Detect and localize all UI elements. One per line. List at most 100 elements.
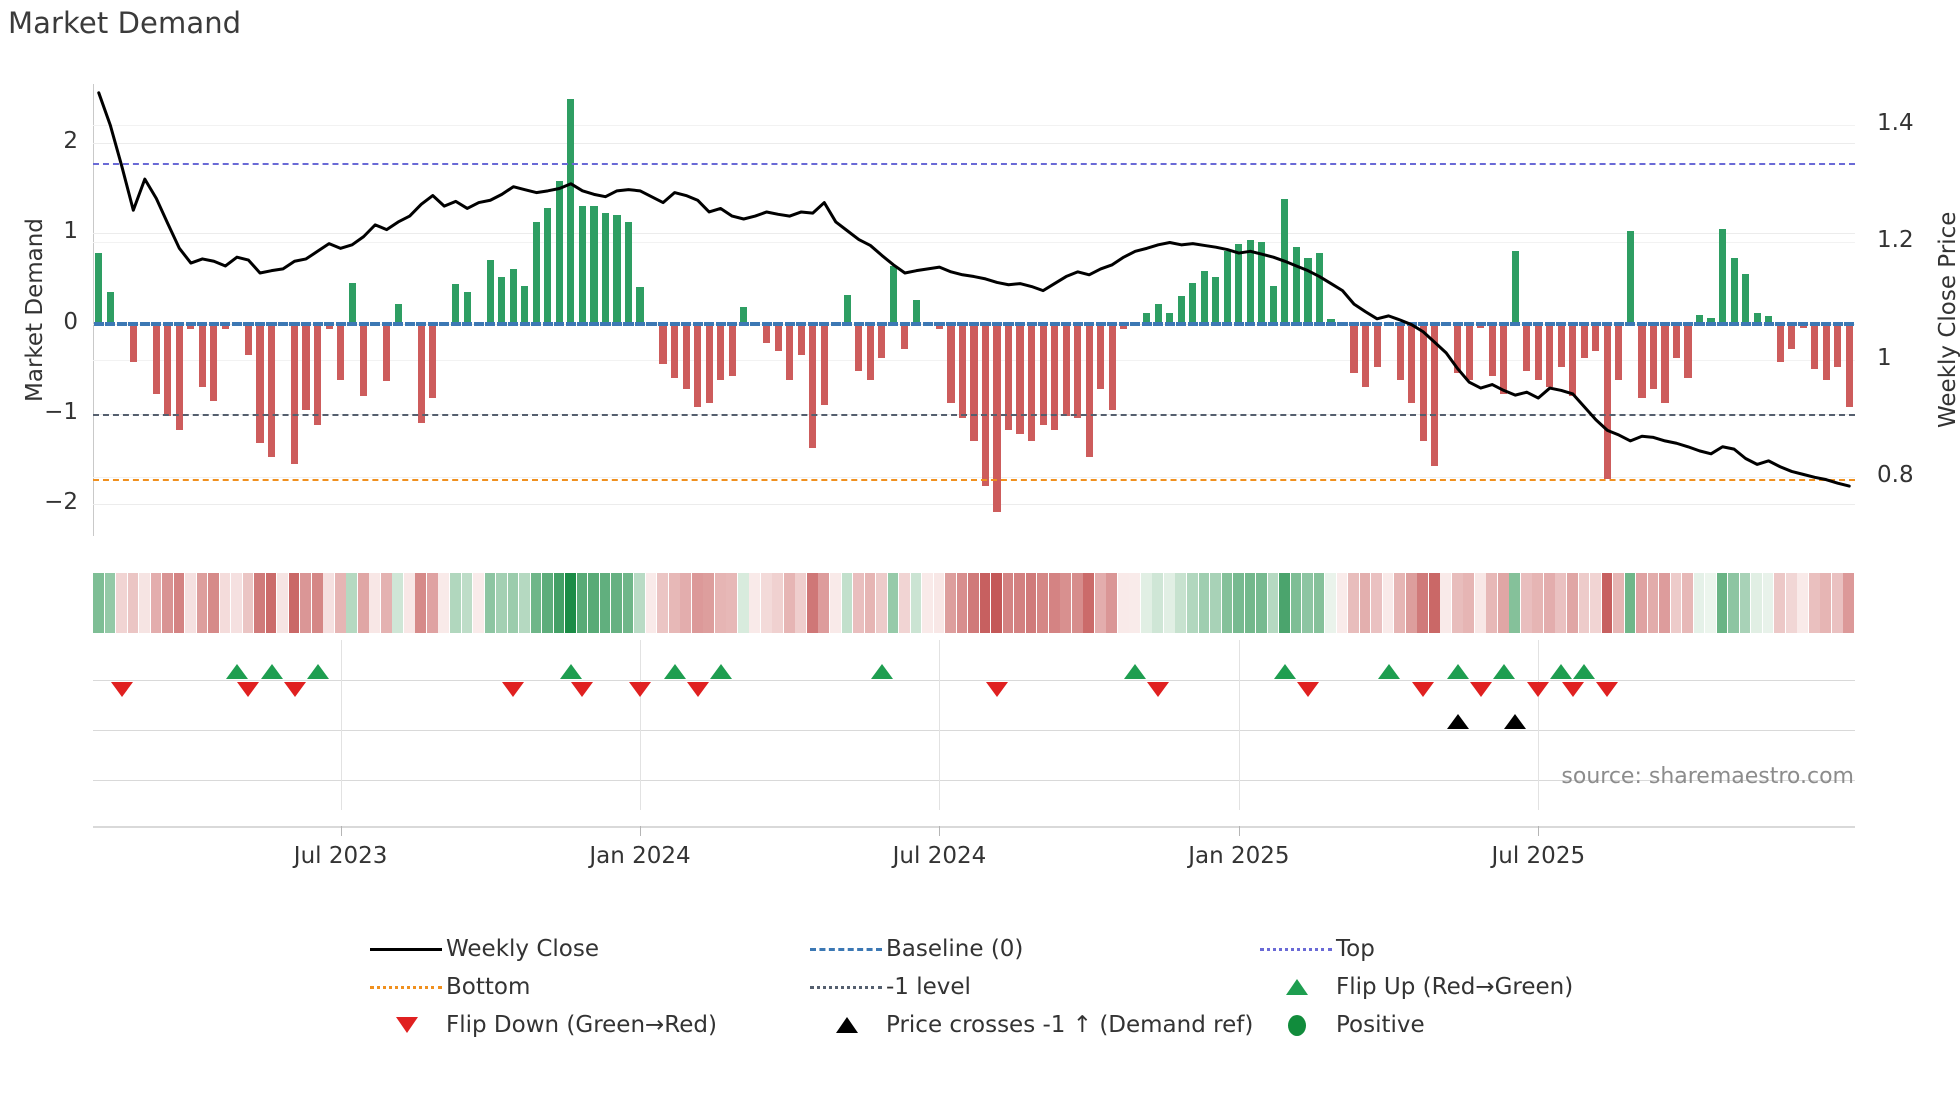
demand-bar [1534,323,1542,380]
demand-heat-strip [93,573,1855,633]
demand-bar [1189,282,1197,324]
heat-cell [1371,573,1382,633]
demand-bar [843,294,851,324]
dashed-line-icon [810,930,886,968]
demand-bar [1327,319,1335,324]
demand-bar [532,222,540,324]
baseline-cap [1775,321,1786,326]
heat-cell [334,573,346,633]
demand-bar [578,206,586,324]
heat-cell [162,573,173,633]
heat-cell [104,573,116,633]
heat-cell [1532,573,1544,633]
baseline-cap [1579,321,1590,326]
heat-cell [1348,573,1359,633]
heat-cell [288,573,300,633]
legend-item[interactable]: Flip Up (Red→Green) [1260,968,1660,1006]
heat-cell [576,573,588,633]
heat-cell [899,573,910,633]
baseline-cap [508,321,519,326]
legend-item[interactable]: Flip Down (Green→Red) [370,1006,810,1044]
baseline-cap [266,321,277,326]
heat-cell [231,573,242,633]
heat-cell [864,573,876,633]
baseline-cap [1452,321,1463,326]
heat-cell [1647,573,1659,633]
demand-bar [1753,312,1761,324]
demand-bar [1580,323,1588,358]
demand-bar [509,269,517,324]
demand-bar [463,291,471,324]
demand-bar [164,323,172,416]
heat-cell [484,573,496,633]
demand-bar [106,291,114,324]
heat-cell [553,573,565,633]
legend-item[interactable]: Price crosses -1 ↑ (Demand ref) [810,1006,1260,1044]
heat-cell [726,573,738,633]
baseline-cap [715,321,726,326]
demand-bar [1074,323,1082,419]
flip-down-marker [237,682,260,697]
baseline-cap [588,321,600,326]
heat-cell [1152,573,1164,633]
legend-item[interactable]: Positive [1260,1006,1660,1044]
legend-item[interactable]: Top [1260,930,1660,968]
demand-bar [129,323,137,362]
x-axis-line [93,826,1855,828]
heat-cell [910,573,922,633]
flip-down-marker [1469,682,1492,697]
x-axis-tickmark [340,826,342,836]
demand-bar [1120,323,1128,329]
heat-cell [1543,573,1555,633]
baseline-cap [1798,321,1809,326]
baseline-cap [1107,321,1118,326]
legend-item[interactable]: Baseline (0) [810,930,1260,968]
heat-cell [1359,573,1371,633]
baseline-cap [462,321,473,326]
demand-bar [1235,244,1243,324]
heat-cell [1451,573,1463,633]
demand-bar [774,323,782,351]
demand-bar [1212,276,1220,324]
baseline-cap [1625,321,1636,326]
demand-bar [947,323,955,404]
heat-cell [945,573,956,633]
x-axis-tick-label: Jul 2024 [892,843,987,869]
legend-item[interactable]: Weekly Close [370,930,810,968]
heat-cell [1002,573,1014,633]
baseline-cap [1510,321,1521,326]
demand-bar [1419,323,1427,442]
baseline-cap [485,321,496,326]
heat-cell [1037,573,1048,633]
demand-bar [1811,323,1819,369]
heat-cell [645,573,657,633]
heat-cell [956,573,968,633]
reference-line-bottom [93,479,1855,482]
baseline-cap [1475,321,1486,326]
demand-bar [1004,323,1013,431]
marker-row-line [93,780,1855,781]
baseline-cap [911,321,922,326]
demand-bar [210,323,218,402]
legend-item[interactable]: -1 level [810,968,1260,1006]
price-cross-up-marker [1446,714,1469,729]
legend-item[interactable]: Bottom [370,968,810,1006]
baseline-cap [1245,321,1256,326]
baseline-cap [1498,321,1509,326]
legend-row: Flip Down (Green→Red) Price crosses -1 ↑ … [370,1006,1670,1044]
heat-cell [150,573,162,633]
baseline-cap [704,321,715,326]
baseline-cap [128,321,139,326]
demand-bar [889,265,897,324]
heat-cell [311,573,323,633]
baseline-cap [980,321,991,326]
demand-bar [1742,273,1750,324]
baseline-cap [750,321,761,326]
demand-bar [1592,323,1600,351]
heat-cell [783,573,795,633]
flip-marker-rows [93,640,1855,810]
baseline-cap [1026,321,1037,326]
baseline-cap [577,321,588,326]
demand-bar [901,323,909,349]
right-axis-label: Weekly Close Price [1935,211,1960,428]
